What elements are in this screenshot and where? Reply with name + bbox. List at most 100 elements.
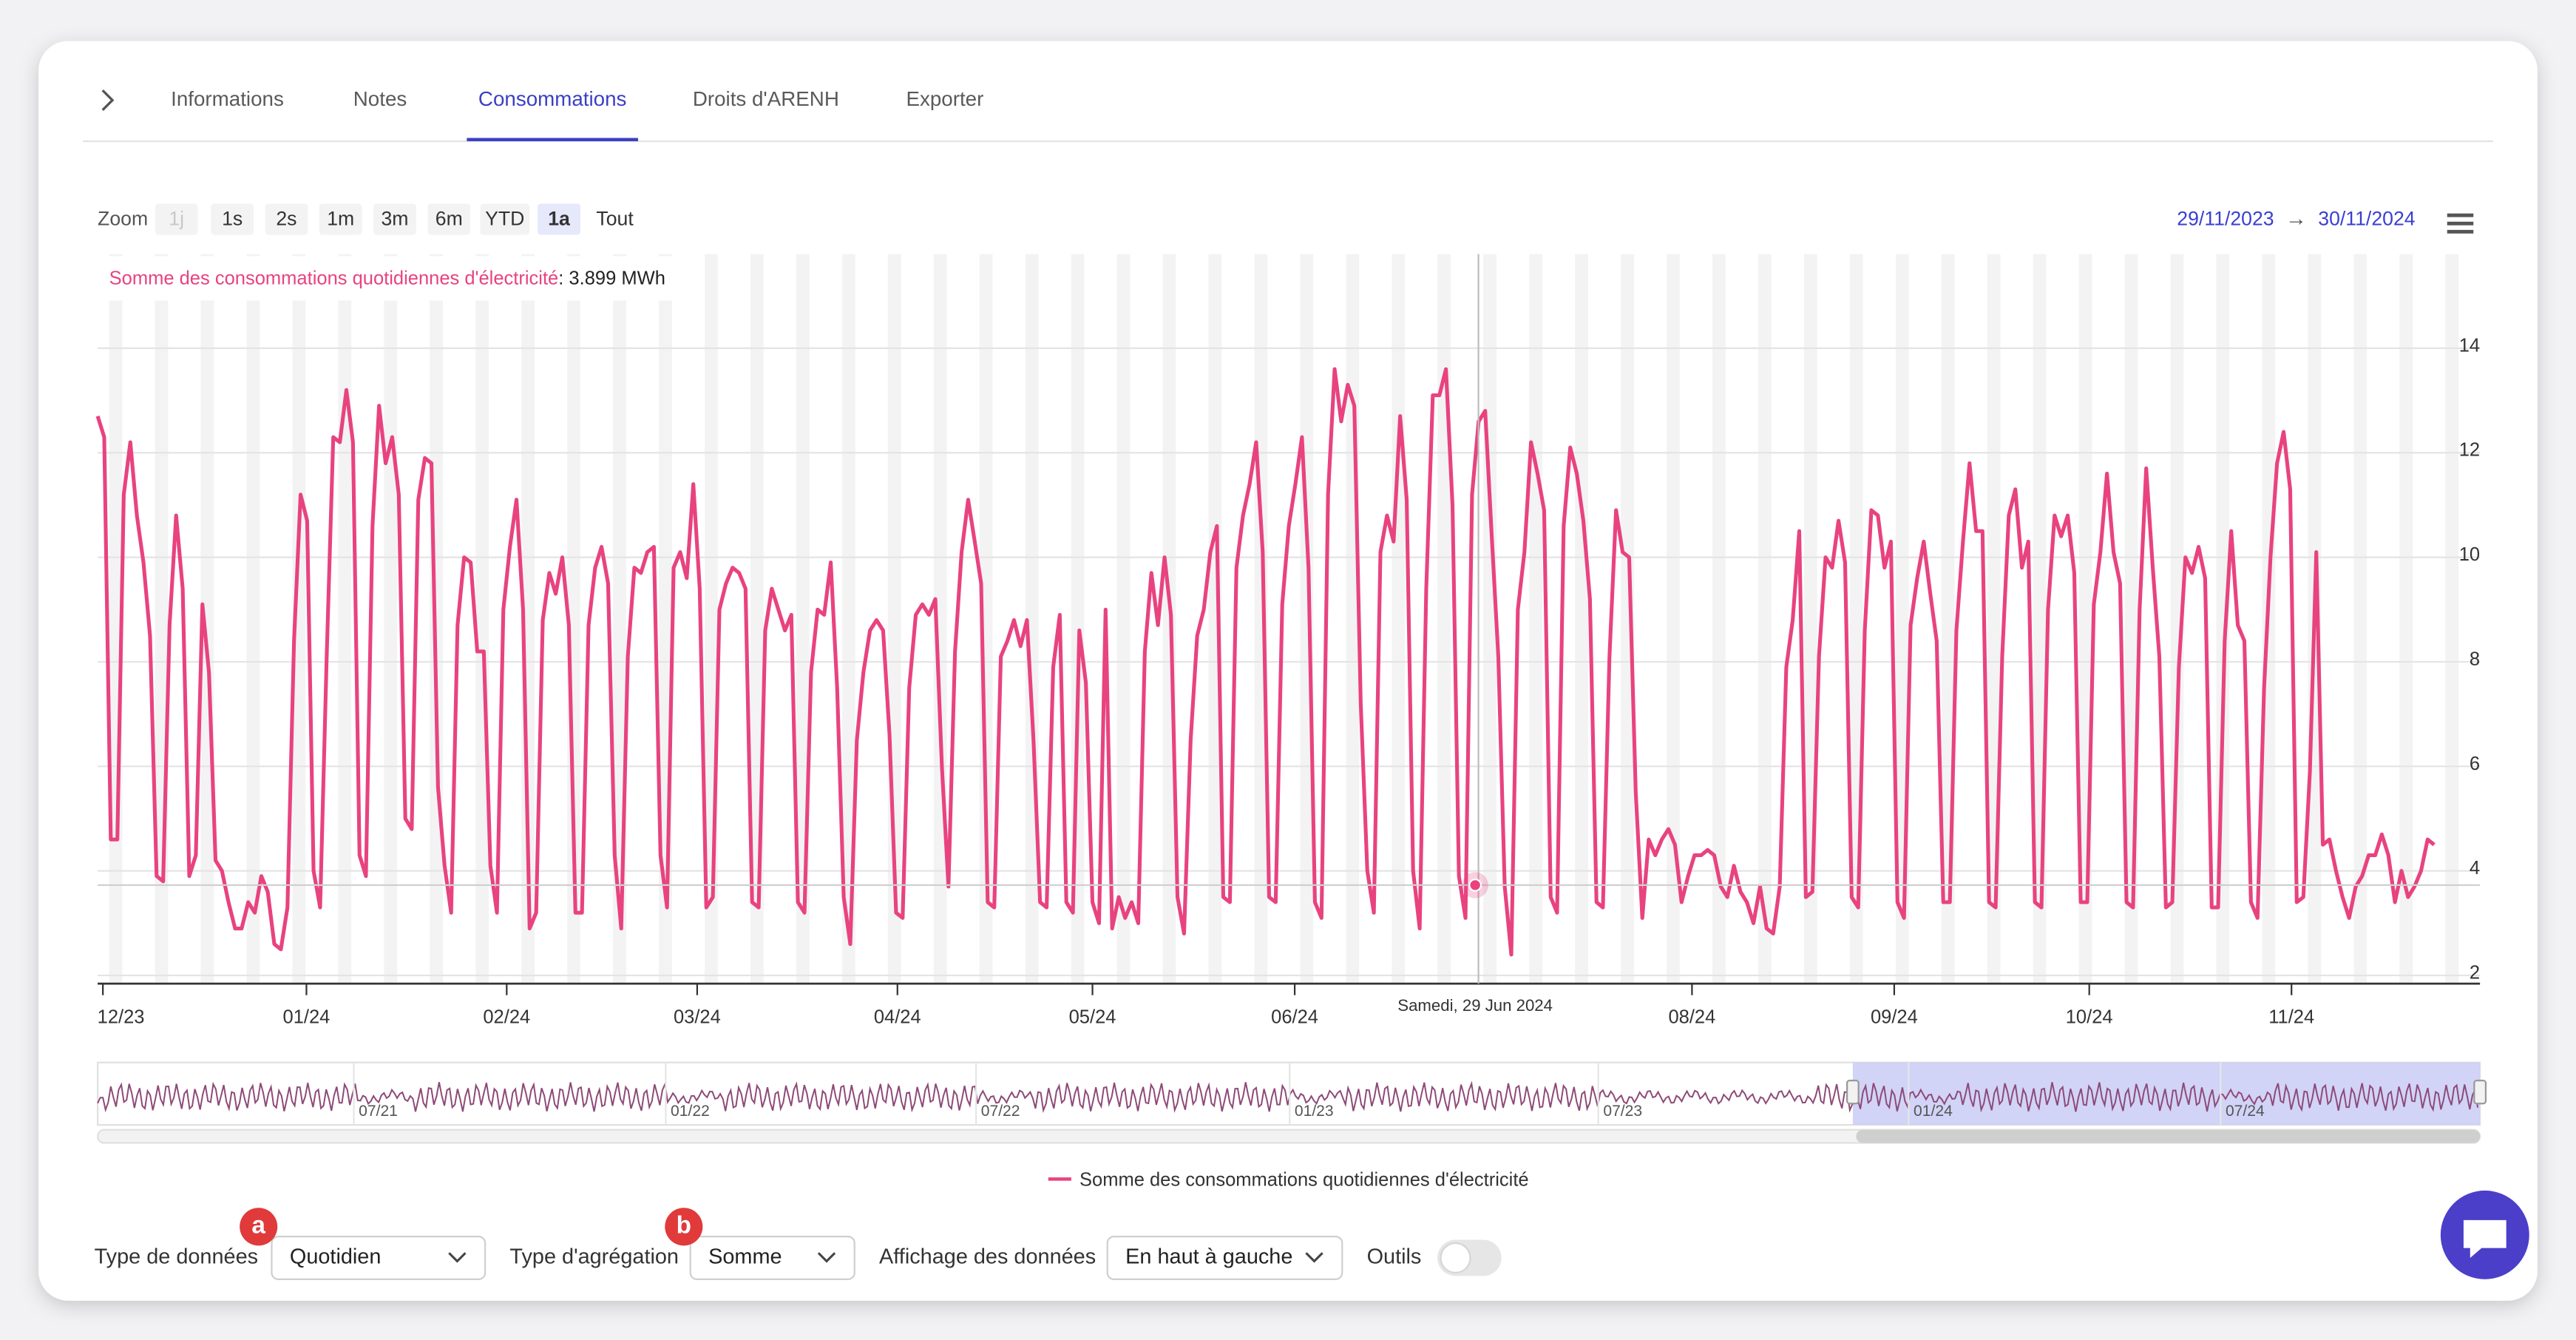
y-tick-label: 12 [2459, 440, 2480, 461]
weekend-band [200, 254, 214, 984]
date-to[interactable]: 30/11/2024 [2318, 208, 2415, 230]
control-label: Type d'agrégation [509, 1245, 679, 1269]
tab[interactable]: Notes [353, 87, 407, 110]
select-value: Quotidien [290, 1245, 382, 1269]
legend-label[interactable]: Somme des consommations quotidiennes d'é… [1079, 1169, 1529, 1190]
zoom-button-label: 1m [327, 208, 354, 230]
zoom-label: Zoom [98, 208, 148, 230]
tab[interactable]: Droits d'ARENH [693, 87, 839, 110]
series-line [95, 367, 2436, 957]
navigator[interactable]: 07/21 01/22 07/22 01/23 07/23 01/24 07/24 [96, 1061, 2487, 1144]
x-tick-label: 12/23 [98, 1007, 145, 1028]
weekend-band [659, 254, 672, 984]
weekend-band [475, 254, 489, 984]
select-chevron [448, 1252, 467, 1263]
zoom-button[interactable] [590, 203, 640, 235]
weekend-band [1208, 254, 1222, 984]
zoom-button[interactable] [265, 203, 308, 235]
tooltip-date-box [1393, 990, 1558, 1023]
zoom-button-label: 1j [169, 208, 184, 230]
badge-label: b [677, 1212, 691, 1239]
zoom-button[interactable] [319, 203, 362, 235]
tab-underline [467, 138, 638, 141]
menu-button[interactable] [2447, 213, 2474, 234]
weekend-band [338, 254, 352, 984]
tab[interactable]: Consommations [478, 87, 627, 110]
menu-bar [2447, 229, 2474, 234]
tab[interactable]: Informations [171, 87, 284, 110]
navigator-label: 07/21 [359, 1103, 398, 1120]
select-box[interactable] [1106, 1235, 1343, 1280]
zoom-button-label: Tout [596, 208, 634, 230]
weekend-band [979, 254, 993, 984]
tools-label: Outils [1367, 1245, 1422, 1269]
zoom-button-label: 3m [382, 208, 409, 230]
weekend-band [246, 254, 260, 984]
zoom-button[interactable] [480, 203, 530, 235]
y-tick-label: 6 [2470, 754, 2480, 774]
tabs: Informations Notes Consommations Droits d'A… [171, 87, 983, 141]
plot: 2 4 6 8 10 12 14 12/23 01/24 02/24 03/24 04/24 05/24… [95, 254, 2481, 1190]
date-separator: → [2285, 207, 2307, 231]
zoom-button-label: 6m [435, 208, 463, 230]
weekend-band [292, 254, 306, 984]
x-tick-label: 02/24 [483, 1007, 530, 1028]
scrollbar-thumb[interactable] [1856, 1129, 2481, 1143]
select-box[interactable] [271, 1235, 487, 1280]
weekend-band [1392, 254, 1406, 984]
weekend-band [1712, 254, 1726, 984]
zoom-button[interactable] [427, 203, 471, 235]
y-tick-label: 8 [2470, 649, 2480, 669]
control-label: Type de données [95, 1245, 258, 1269]
menu-bar [2447, 221, 2474, 226]
collapse-chevron[interactable] [101, 89, 115, 111]
weekend-band [1575, 254, 1588, 984]
badge [240, 1208, 278, 1246]
toggle-knob [1440, 1242, 1471, 1274]
x-tick-label: 03/24 [674, 1007, 721, 1028]
navigator-label: 01/23 [1295, 1103, 1334, 1120]
navigator-handle[interactable] [2473, 1080, 2487, 1105]
badge-label: a [251, 1212, 265, 1239]
y-tick-label: 10 [2459, 544, 2480, 565]
weekend-band [1667, 254, 1680, 984]
zoom-bar: Zoom 1j 1s 2s 1m 3m 6m YTD 1a Tout [98, 203, 640, 235]
zoom-button-label: 1a [548, 208, 570, 230]
zoom-button-label: YTD [485, 208, 524, 230]
x-tick-label: 04/24 [874, 1007, 921, 1028]
zoom-button [155, 203, 198, 235]
select-value: Somme [708, 1245, 782, 1269]
tab[interactable]: Exporter [906, 87, 983, 110]
weekend-band [1116, 254, 1131, 984]
y-tick-label: 4 [2470, 858, 2480, 879]
weekend-band [1621, 254, 1634, 984]
y-tick-label: 2 [2470, 963, 2480, 984]
weekend-band [384, 254, 398, 984]
chat-icon [2463, 1219, 2506, 1258]
zoom-button[interactable] [538, 203, 580, 235]
navigator-label: 07/23 [1603, 1103, 1642, 1120]
zoom-button[interactable] [211, 203, 254, 235]
weekend-band [1437, 254, 1451, 984]
control-label: Affichage des données [879, 1245, 1096, 1269]
navigator-label: 07/22 [981, 1103, 1020, 1120]
date-from[interactable]: 29/11/2023 [2177, 208, 2274, 230]
tooltip-box [95, 256, 674, 301]
tooltip: Somme des consommations quotidiennes d'é… [109, 268, 665, 288]
weekend-band [1529, 254, 1542, 984]
x-tick-label: 11/24 [2268, 1007, 2314, 1028]
zoom-button[interactable] [373, 203, 416, 235]
zoom-button-label: 2s [276, 208, 296, 230]
select-value: En haut à gauche [1125, 1245, 1292, 1269]
chat-button[interactable] [2440, 1190, 2529, 1279]
select-box[interactable] [689, 1235, 855, 1280]
navigator-handle[interactable] [1846, 1080, 1860, 1105]
weekend-band [1758, 254, 1772, 984]
weekend-band [2445, 254, 2459, 984]
weekend-band [2399, 254, 2413, 984]
x-tick-label: 06/24 [1271, 1007, 1318, 1028]
zoom-button-label: 1s [222, 208, 243, 230]
